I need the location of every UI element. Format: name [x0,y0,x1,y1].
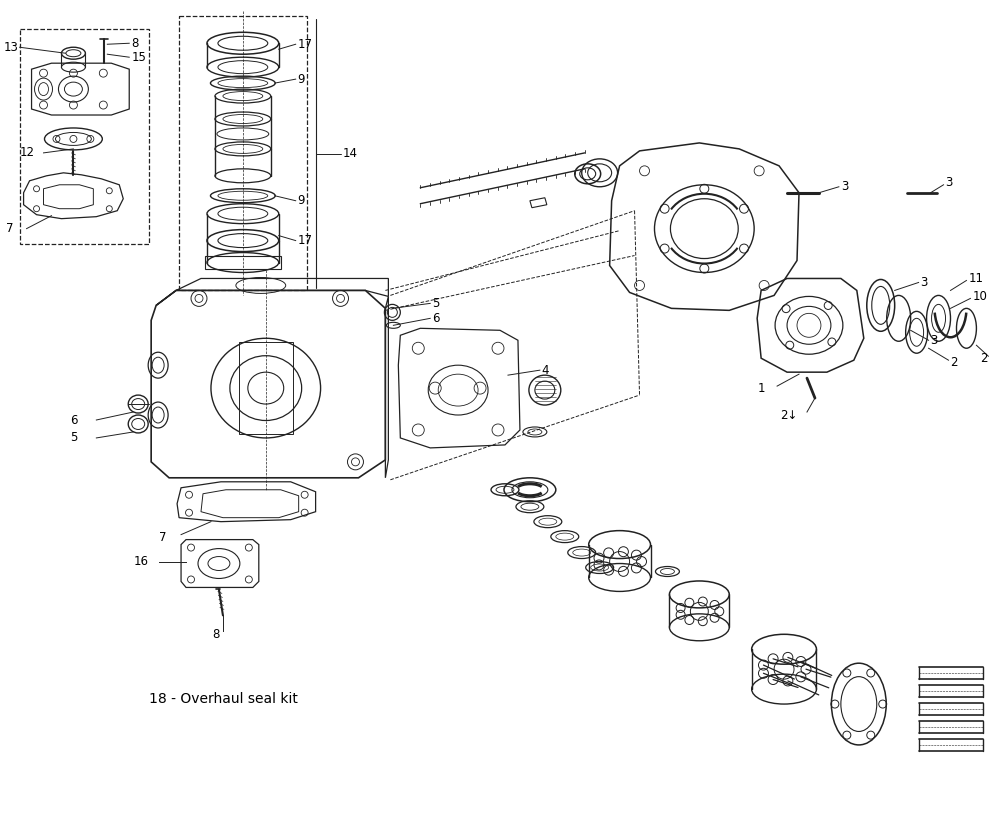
Text: 15: 15 [131,50,146,64]
Bar [239,342,293,434]
Text: 8: 8 [131,37,139,50]
Text: 14: 14 [343,147,358,160]
Text: 2: 2 [951,355,958,369]
Text: 18 - Overhaul seal kit: 18 - Overhaul seal kit [149,692,298,706]
Text: 13: 13 [4,40,19,54]
Text: 11: 11 [968,272,983,285]
Text: 3: 3 [841,181,848,193]
Bar [205,255,281,270]
Text: 9: 9 [298,194,305,207]
Text: 5: 5 [432,297,440,310]
Text: 8: 8 [212,627,220,641]
Text: 3: 3 [921,276,928,289]
Text: 3: 3 [931,333,938,347]
Text: 4: 4 [542,364,549,376]
Text: 6: 6 [432,312,440,325]
Text: 12: 12 [20,146,35,160]
Text: 2↓: 2↓ [780,408,798,422]
Text: 1: 1 [757,381,765,395]
Text: 17: 17 [298,234,313,247]
Text: 16: 16 [134,555,149,568]
Text: 2: 2 [980,352,987,365]
Bar [20,29,149,244]
Text: 17: 17 [298,38,313,50]
Text: 6: 6 [70,413,77,427]
Text: 7: 7 [159,531,167,544]
Text: 9: 9 [298,72,305,86]
Text: 5: 5 [70,432,77,444]
Text: 3: 3 [946,176,953,189]
Bar [179,16,307,291]
Text: 7: 7 [6,222,13,235]
Text: 10: 10 [972,290,987,303]
